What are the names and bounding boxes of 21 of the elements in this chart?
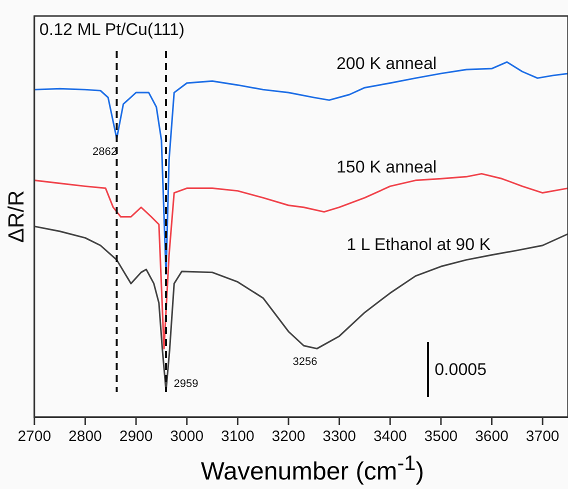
x-tick-label: 3400 <box>373 428 407 446</box>
text: 0.12 ML Pt/Cu(111) <box>39 20 185 40</box>
x-tick-label: 2900 <box>119 428 153 446</box>
annotation: 3256 <box>292 356 318 368</box>
y-axis-title: ΔR/R <box>3 190 28 243</box>
x-axis-title: Wavenumber (cm$^{-1}$) <box>200 452 426 486</box>
series-label: 150 K anneal <box>336 157 437 176</box>
x-tick-label: 2700 <box>18 428 52 446</box>
annotation: 2959 <box>174 378 198 390</box>
annotation: 0.0005 <box>434 360 487 380</box>
x-tick-label: 3100 <box>220 428 254 446</box>
x-tick-label: 3200 <box>272 428 306 446</box>
series-label: 1 L Ethanol at 90 K <box>346 235 492 254</box>
x-tick-label: 3700 <box>526 428 560 446</box>
x-tick-label: 2800 <box>68 428 102 446</box>
series-label: 200 K anneal <box>336 54 437 74</box>
x-tick-label: 3500 <box>424 428 458 446</box>
x-tick-label: 3600 <box>475 428 508 446</box>
x-tick-label: 3300 <box>322 428 356 446</box>
annotation: 2862 <box>92 146 117 158</box>
x-tick-label: 3000 <box>170 428 204 446</box>
